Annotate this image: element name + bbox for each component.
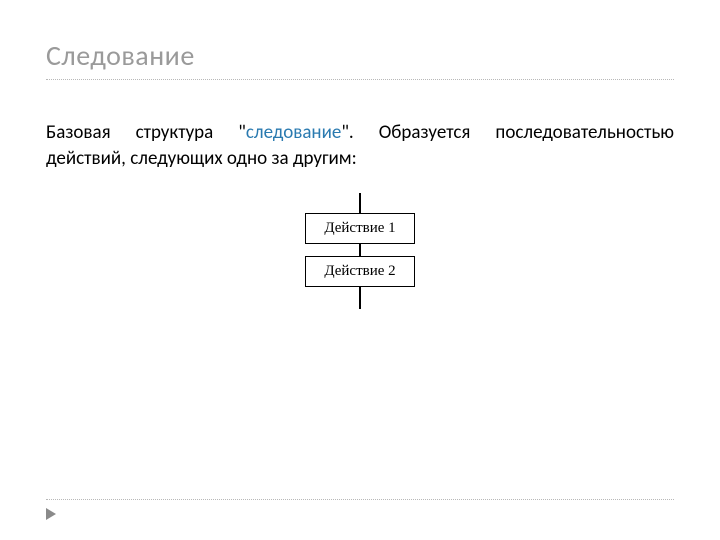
slide-title: Следование (46, 38, 674, 73)
action-box-1: Действие 1 (305, 213, 415, 244)
connector-top (359, 193, 361, 213)
sequence-diagram: Действие 1 Действие 2 (46, 193, 674, 309)
footer-marker-icon (46, 508, 56, 520)
body-paragraph: Базовая структура "следование". Образует… (46, 120, 674, 171)
para-prefix: Базовая структура " (46, 121, 246, 144)
para-highlight: следование (246, 121, 341, 144)
connector-mid (359, 244, 361, 256)
connector-bottom (359, 287, 361, 309)
title-underline (46, 79, 674, 80)
action-box-2: Действие 2 (305, 256, 415, 287)
footer-dotted-line (46, 499, 674, 500)
diagram-column: Действие 1 Действие 2 (305, 193, 415, 309)
